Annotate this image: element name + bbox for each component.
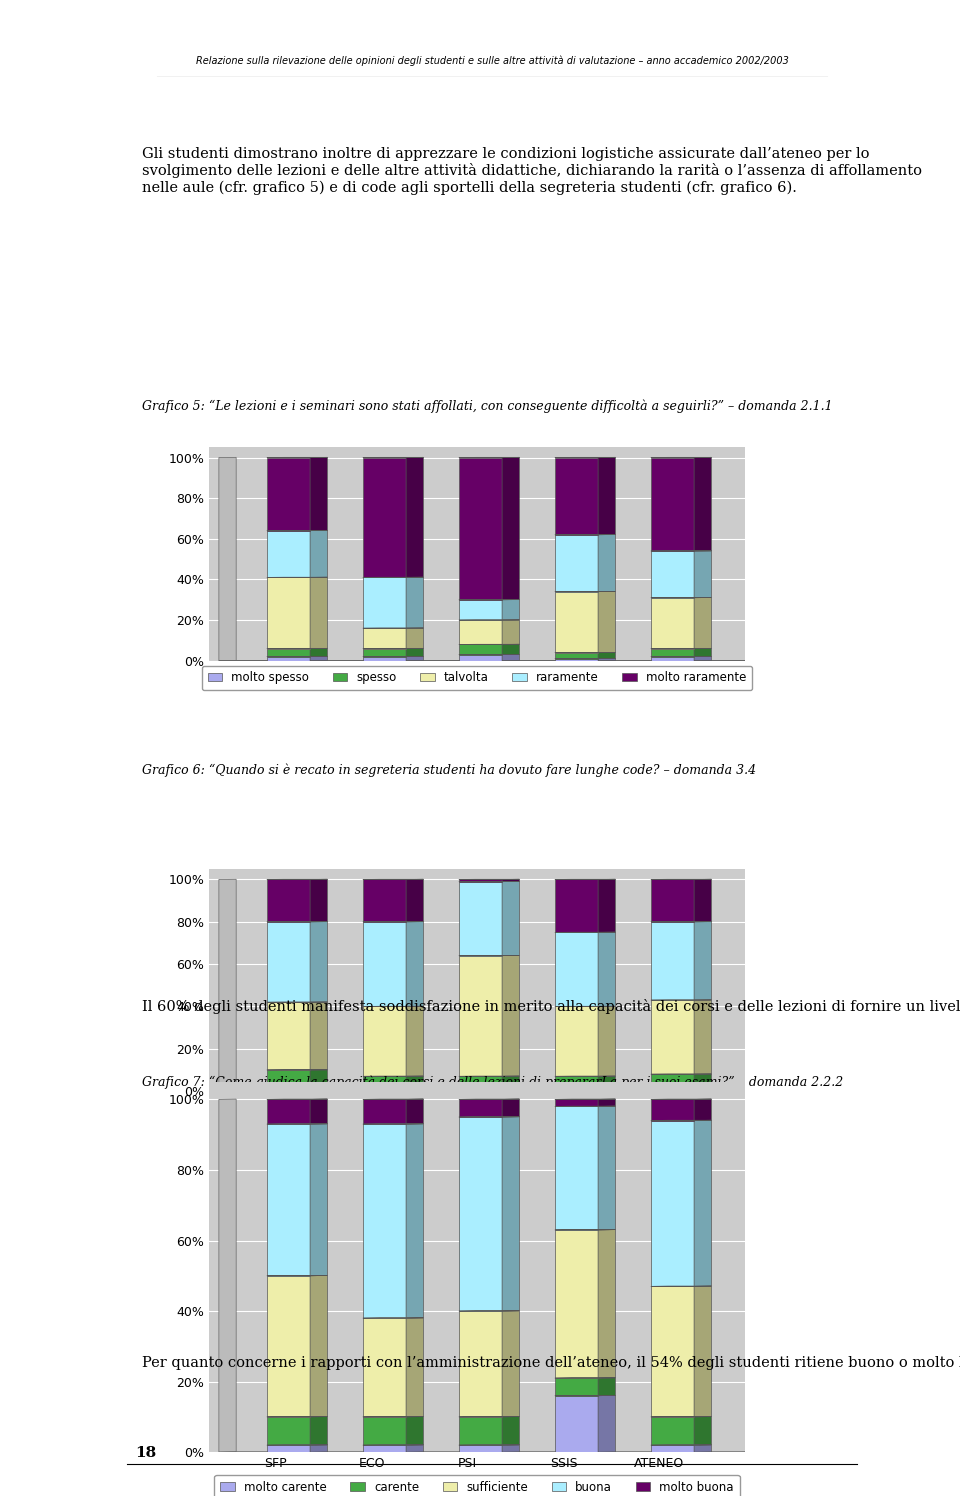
Text: Gli studenti dimostrano inoltre di apprezzare le condizioni logistiche assicurat: Gli studenti dimostrano inoltre di appre…	[142, 147, 923, 194]
Legend: molto carente, carente, sufficiente, buona, molto buona: molto carente, carente, sufficiente, buo…	[214, 1475, 740, 1496]
Text: Relazione sulla rilevazione delle opinioni degli studenti e sulle altre attività: Relazione sulla rilevazione delle opinio…	[196, 55, 788, 66]
Text: Per quanto concerne i rapporti con l’amministrazione dell’ateneo, il 54% degli s: Per quanto concerne i rapporti con l’amm…	[142, 1355, 960, 1370]
Text: Il 60% degli studenti manifesta soddisfazione in merito alla capacità dei corsi : Il 60% degli studenti manifesta soddisfa…	[142, 999, 960, 1014]
Text: Grafico 5: “Le lezioni e i seminari sono stati affollati, con conseguente diffic: Grafico 5: “Le lezioni e i seminari sono…	[142, 399, 833, 413]
Text: 18: 18	[134, 1447, 156, 1460]
Legend: molto spesso, spesso, talvolta, raramente, molto raram.: molto spesso, spesso, talvolta, rarament…	[213, 1143, 741, 1168]
Text: Grafico 7: “Come giudica la capacità dei corsi e delle lezioni di prepararLa per: Grafico 7: “Come giudica la capacità dei…	[142, 1076, 844, 1089]
Legend: molto spesso, spesso, talvolta, raramente, molto raramente: molto spesso, spesso, talvolta, rarament…	[202, 666, 753, 690]
Text: Grafico 6: “Quando si è recato in segreteria studenti ha dovuto fare lunghe code: Grafico 6: “Quando si è recato in segret…	[142, 764, 756, 778]
